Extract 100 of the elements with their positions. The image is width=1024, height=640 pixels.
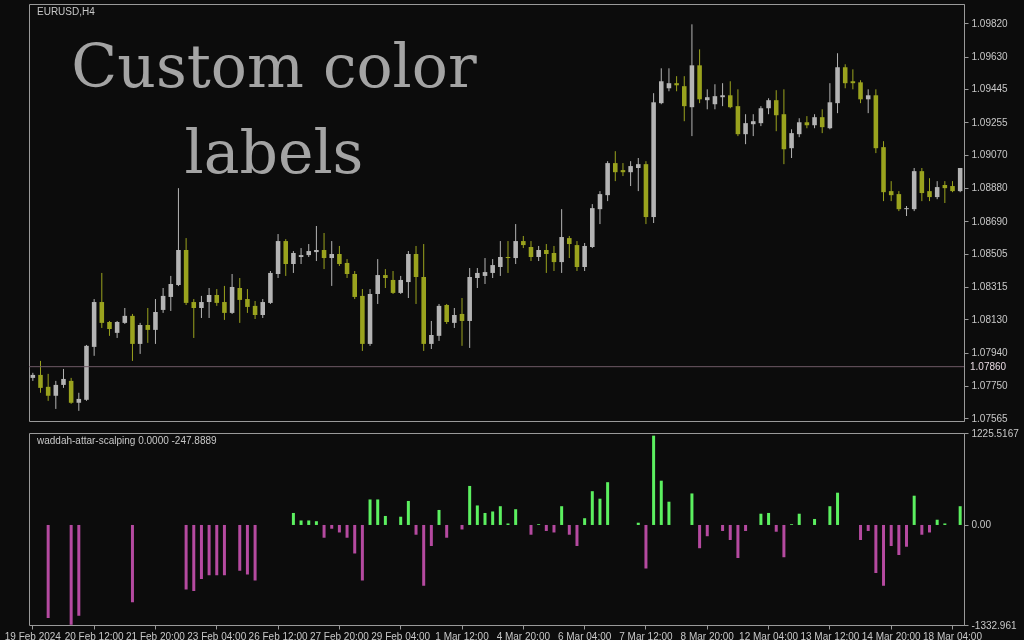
bar — [253, 524, 257, 581]
y-tick-label: 1.09820 — [971, 17, 1009, 29]
y-tick-label: 1.08690 — [971, 215, 1009, 227]
x-tick-label: 7 Mar 12:00 — [619, 630, 674, 640]
bar — [652, 435, 656, 525]
x-tick-label: 4 Mar 20:00 — [496, 630, 551, 640]
bar — [376, 499, 380, 525]
bar — [353, 524, 357, 554]
candlestick — [375, 258, 380, 305]
bar — [782, 524, 786, 558]
bar — [498, 506, 502, 525]
bar — [199, 524, 203, 579]
bar — [836, 492, 840, 525]
candlestick — [475, 267, 480, 289]
y-tick-label: 0.00 — [971, 519, 992, 531]
candlestick — [750, 113, 756, 137]
bar — [690, 493, 694, 525]
x-tick-label: 23 Feb 04:00 — [187, 630, 247, 640]
candlestick — [61, 368, 66, 389]
bar — [330, 524, 334, 529]
x-tick-label: 6 Mar 04:00 — [557, 630, 612, 640]
y-tick-label: 1.09255 — [971, 116, 1009, 128]
bar — [552, 524, 556, 533]
x-tick-label: 21 Feb 20:00 — [125, 630, 186, 640]
y-tick-label: 1.07565 — [971, 412, 1009, 424]
bar — [797, 513, 801, 525]
bar — [77, 524, 81, 616]
candlestick — [704, 88, 710, 110]
bar — [928, 524, 932, 533]
bar — [299, 520, 303, 525]
bar — [721, 524, 725, 531]
bar — [291, 512, 295, 525]
bar — [659, 480, 663, 525]
candlestick — [199, 295, 204, 319]
bar — [130, 524, 134, 603]
bar — [207, 524, 211, 576]
y-tick-label: -1332.961 — [971, 619, 1017, 631]
chart-title: EURUSD,H4 — [37, 6, 96, 17]
bar — [667, 501, 671, 525]
candlestick — [904, 205, 909, 217]
candlestick — [237, 277, 243, 324]
bar — [828, 506, 832, 525]
bar — [813, 518, 817, 525]
candlestick — [858, 79, 863, 104]
bar — [360, 524, 364, 581]
bar — [184, 524, 188, 590]
bar — [314, 521, 318, 525]
candlestick — [636, 157, 641, 192]
bar — [406, 500, 410, 525]
y-tick-label: 1.08315 — [971, 281, 1009, 293]
candlestick — [490, 258, 495, 279]
bar — [445, 524, 449, 538]
candlestick — [260, 298, 266, 319]
bar — [889, 524, 893, 546]
candlestick — [727, 80, 733, 109]
y-tick-label: 1.07940 — [971, 347, 1009, 359]
y-tick-label: 1225.5167 — [971, 427, 1020, 439]
annotation: Custom color labels — [71, 31, 477, 187]
bar — [529, 524, 533, 535]
candlestick — [329, 240, 335, 287]
bar — [322, 524, 326, 538]
bar — [583, 518, 587, 525]
bar — [560, 506, 564, 525]
bar — [897, 524, 901, 555]
candlestick — [444, 303, 449, 325]
y-tick-label: 1.09070 — [971, 149, 1009, 161]
bar — [920, 524, 924, 535]
bar — [874, 524, 878, 573]
bar — [422, 524, 426, 586]
candlestick — [628, 160, 633, 187]
x-tick-label: 12 Mar 04:00 — [739, 630, 799, 640]
candlestick — [452, 307, 457, 329]
candlestick — [743, 113, 748, 145]
bar — [598, 498, 602, 525]
y-tick-label: 1.07750 — [971, 380, 1009, 392]
bar — [399, 516, 403, 525]
y-tick-label: 1.09445 — [971, 83, 1009, 95]
x-tick-label: 8 Mar 20:00 — [680, 630, 735, 640]
bar — [866, 524, 870, 531]
bar — [774, 524, 778, 532]
x-tick-label: 26 Feb 12:00 — [248, 630, 308, 640]
bar — [46, 524, 50, 619]
bar — [606, 482, 610, 525]
candlestick — [773, 89, 779, 132]
x-tick-label: 1 Mar 12:00 — [435, 630, 490, 640]
bar — [345, 524, 349, 538]
candlestick — [337, 245, 342, 267]
bar — [368, 499, 372, 525]
bar — [437, 509, 441, 525]
bar — [644, 524, 648, 569]
bar — [744, 524, 748, 531]
candlestick — [191, 298, 197, 339]
bar — [590, 491, 594, 525]
candlestick — [927, 177, 932, 202]
x-tick-label: 29 Feb 04:00 — [371, 630, 431, 640]
bar — [238, 524, 242, 571]
candlestick — [498, 240, 503, 277]
candlestick — [513, 223, 518, 265]
bar — [767, 512, 771, 525]
x-tick-label: 19 Feb 2024 — [4, 630, 62, 640]
